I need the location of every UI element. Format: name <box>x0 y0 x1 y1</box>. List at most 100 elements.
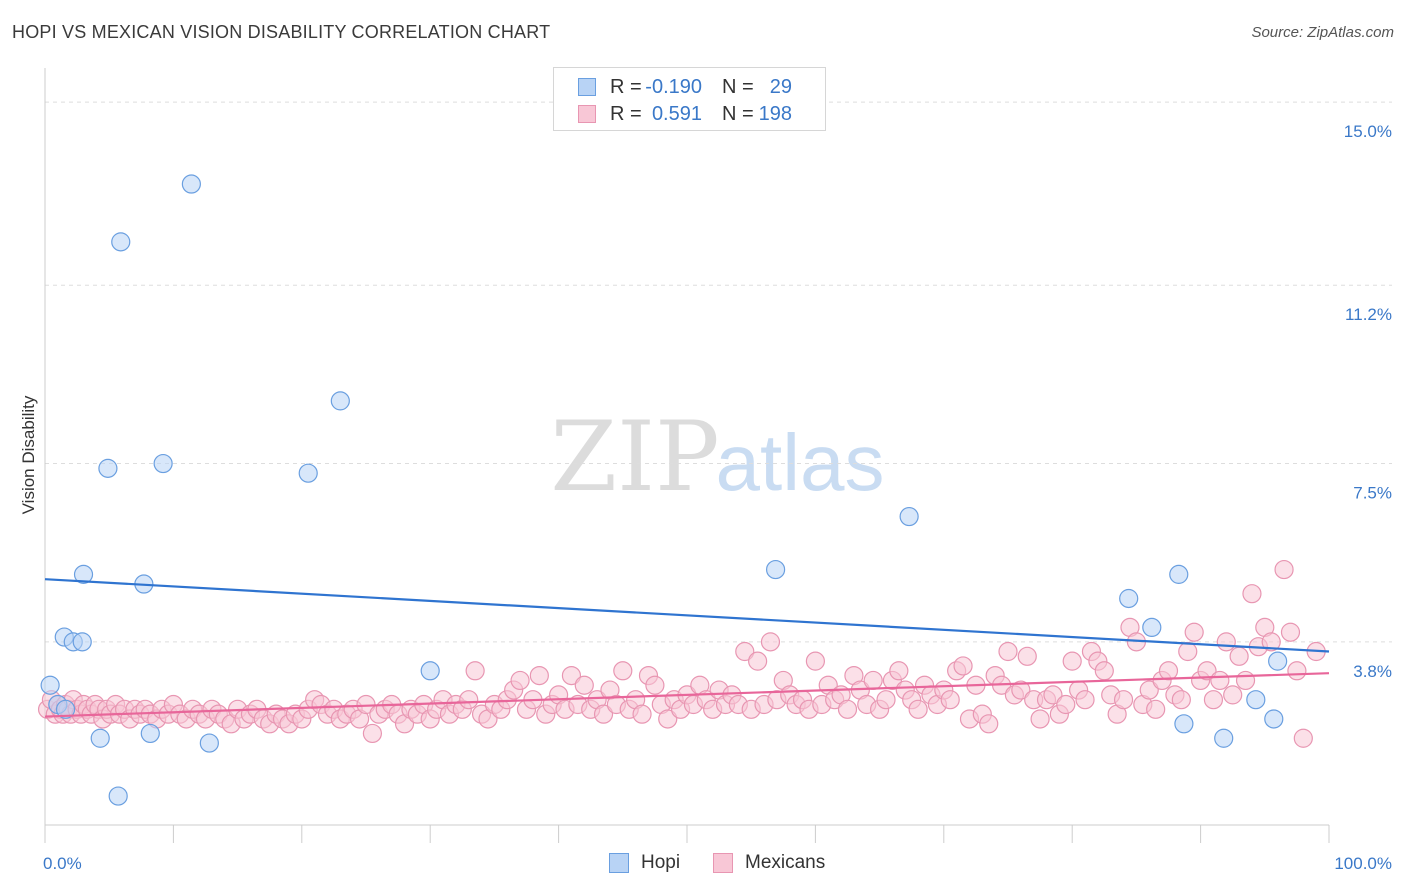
y-tick-label: 3.8% <box>1353 662 1392 681</box>
hopi-point <box>330 391 350 411</box>
mexicans-point <box>837 699 858 719</box>
mexicans-point <box>979 714 999 734</box>
mexicans-trend-line <box>44 672 1330 718</box>
legend-label-hopi: Hopi <box>641 852 681 873</box>
mexicans-point <box>1216 632 1236 652</box>
mexicans-point <box>1287 661 1307 681</box>
hopi-point <box>1268 651 1288 671</box>
stats-legend-row-hopi: R = -0.190 N = 29 <box>578 75 792 99</box>
mexicans-point <box>459 690 479 710</box>
hopi-point <box>140 723 160 744</box>
stats-legend: R = -0.190 N = 29 R = 0.591 N = 198 <box>553 67 826 131</box>
r-label: R = <box>610 75 642 98</box>
hopi-point <box>1264 709 1284 729</box>
mexicans-point <box>1011 680 1031 700</box>
mexicans-point <box>1261 632 1281 652</box>
n-value: 29 <box>769 75 792 98</box>
y-axis-label: Vision Disability <box>19 395 38 514</box>
source-label: Source: ZipAtlas.com <box>1251 24 1394 41</box>
hopi-swatch <box>578 78 596 96</box>
mexicans-point <box>998 641 1018 662</box>
hopi-point <box>1169 564 1189 584</box>
mexicans-point <box>748 651 768 671</box>
n-label: N = <box>722 102 754 125</box>
mexicans-point <box>1094 661 1114 681</box>
chart-title: HOPI VS MEXICAN VISION DISABILITY CORREL… <box>12 22 551 42</box>
mexicans-swatch <box>578 105 596 123</box>
mexicans-point <box>613 661 633 681</box>
hopi-legend-swatch <box>609 853 629 873</box>
n-value: 198 <box>758 102 792 125</box>
mexicans-point <box>510 670 530 691</box>
stats-legend-row-mexicans: R = 0.591 N = 198 <box>578 102 792 126</box>
hopi-point <box>899 506 919 527</box>
mexicans-point <box>1043 685 1063 705</box>
hopi-point <box>1246 690 1266 710</box>
hopi-point <box>111 232 131 252</box>
mexicans-point <box>1146 699 1166 719</box>
mexicans-point <box>632 704 652 724</box>
hopi-point <box>90 728 110 748</box>
mexicans-point <box>1274 559 1294 580</box>
legend-label-mexicans: Mexicans <box>745 852 826 873</box>
mexicans-point <box>1203 690 1224 710</box>
mexicans-point <box>561 665 582 686</box>
mexicans-point <box>1158 661 1179 681</box>
mexicans-point <box>1210 670 1230 691</box>
mexicans-point <box>1113 690 1134 710</box>
hopi-point <box>298 463 318 483</box>
mexicans-point <box>1293 728 1313 748</box>
hopi-point <box>181 174 201 194</box>
y-tick-label: 15.0% <box>1344 122 1392 141</box>
mexicans-point <box>1075 690 1095 710</box>
mexicans-point <box>1139 680 1159 700</box>
hopi-point <box>40 675 60 695</box>
legend-item-mexicans[interactable]: Mexicans <box>713 852 825 874</box>
legend-item-hopi[interactable]: Hopi <box>609 852 680 874</box>
mexicans-point <box>1223 685 1243 705</box>
hopi-point <box>1214 728 1234 748</box>
hopi-point <box>73 564 94 584</box>
mexicans-point <box>465 661 485 681</box>
r-value: 0.591 <box>651 102 702 125</box>
mexicans-point <box>953 656 973 676</box>
mexicans-point <box>362 723 383 744</box>
mexicans-point <box>1056 694 1076 715</box>
mexicans-point <box>645 675 665 695</box>
mexicans-point <box>863 670 883 691</box>
mexicans-point <box>529 665 549 686</box>
mexicans-point <box>940 690 960 710</box>
r-label: R = <box>610 102 642 125</box>
mexicans-point <box>1062 651 1082 671</box>
mexicans-point <box>1017 646 1037 666</box>
hopi-point <box>153 453 173 474</box>
mexicans-point <box>574 675 594 695</box>
mexicans-point <box>1178 641 1198 662</box>
mexicans-point <box>1229 646 1249 666</box>
hopi-point <box>1174 714 1194 734</box>
hopi-trend-line <box>44 578 1330 653</box>
mexicans-point <box>1197 661 1217 681</box>
n-label: N = <box>722 75 754 98</box>
hopi-point <box>765 559 786 580</box>
mexicans-point <box>760 632 781 652</box>
x-tick-label: 0.0% <box>43 854 82 873</box>
watermark-atlas: atlas <box>716 418 885 507</box>
mexicans-point <box>1242 584 1262 604</box>
mexicans-point <box>1171 690 1191 710</box>
x-tick-label: 100.0% <box>1334 854 1392 873</box>
mexicans-point <box>1235 670 1256 691</box>
y-tick-label: 11.2% <box>1345 305 1392 324</box>
mexicans-point <box>1280 622 1301 642</box>
mexicans-point <box>1030 709 1050 729</box>
hopi-point <box>199 733 219 753</box>
hopi-point <box>1142 617 1162 638</box>
watermark-zip: ZIP <box>550 401 719 513</box>
mexicans-point <box>658 709 678 729</box>
hopi-point <box>420 661 440 681</box>
r-value: -0.190 <box>645 75 702 98</box>
mexicans-point <box>889 661 909 681</box>
series-legend: Hopi Mexicans <box>0 852 1406 878</box>
hopi-point <box>98 458 118 478</box>
